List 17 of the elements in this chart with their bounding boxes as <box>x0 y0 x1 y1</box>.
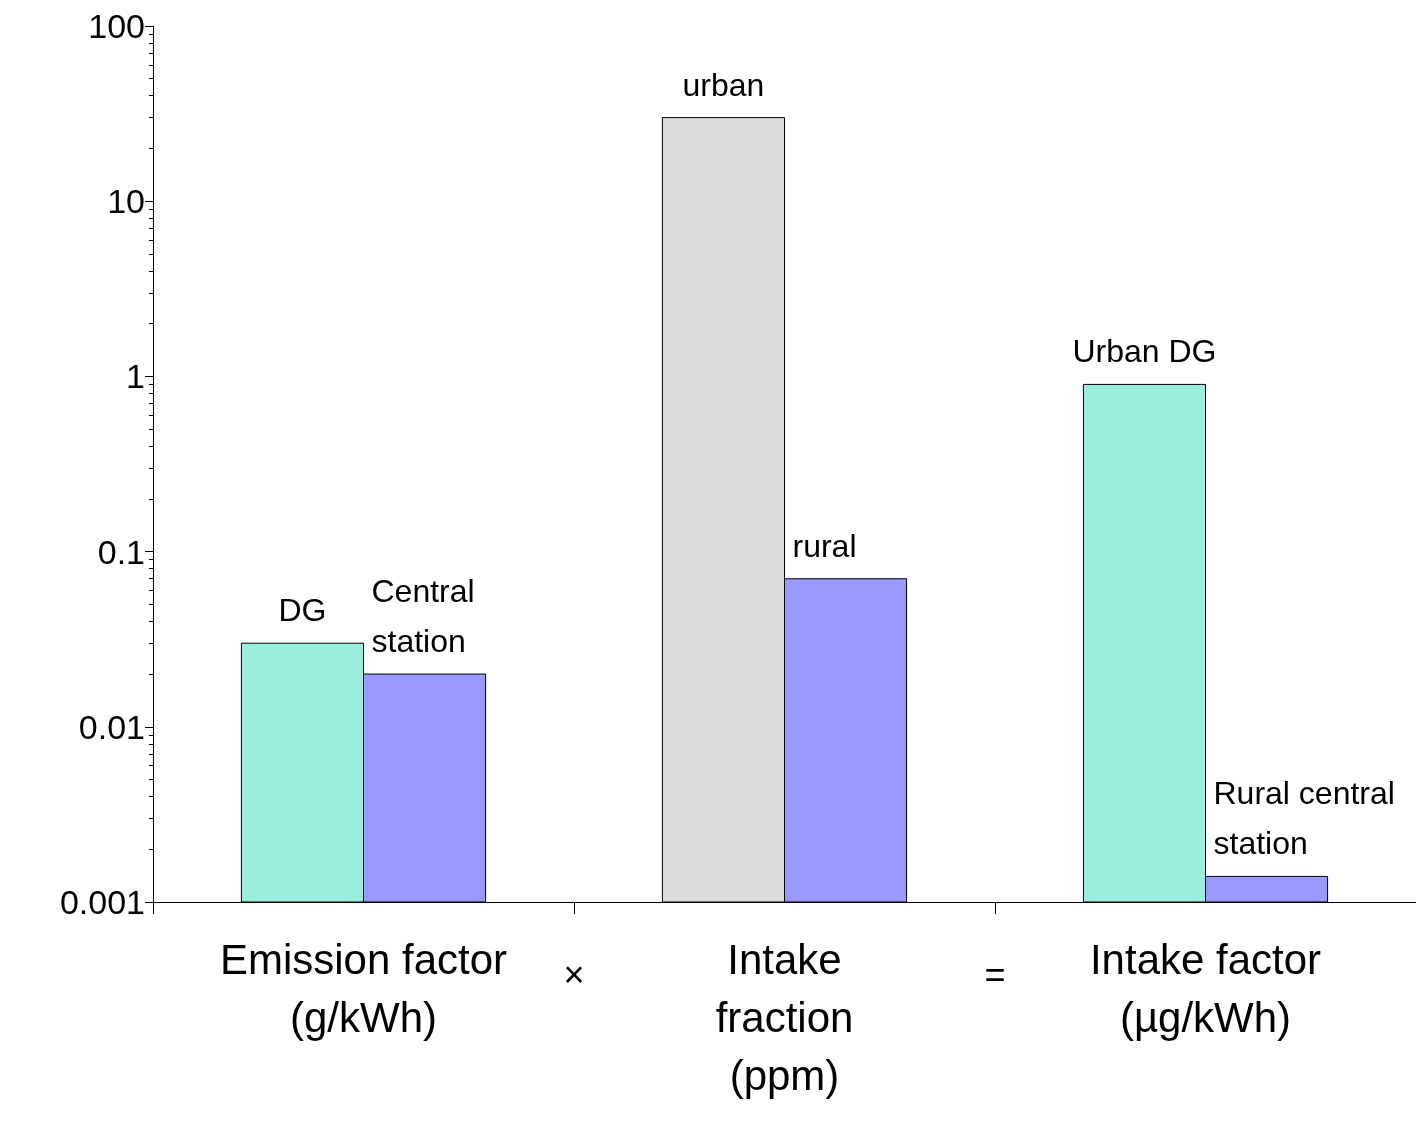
data-label: Rural central station <box>1213 775 1395 862</box>
x-tick-label: Intake factor (µg/kWh) <box>1089 935 1322 1041</box>
data-label: Central station <box>371 573 475 660</box>
y-tick-label: 0.01 <box>78 707 145 746</box>
y-tick-label: 0.1 <box>97 532 145 571</box>
data-label: urban <box>682 66 765 103</box>
y-tick-label: 0.001 <box>59 883 145 921</box>
data-label: DG <box>278 592 327 629</box>
data-label: rural <box>792 527 857 564</box>
data-label: Urban DG <box>1072 333 1217 370</box>
text: = <box>984 953 1006 995</box>
y-tick-label: 10 <box>107 182 145 221</box>
x-tick-label: Emission factor (g/kWh) <box>219 935 508 1041</box>
x-tick-label: Intake fraction (ppm) <box>715 935 854 1099</box>
y-tick-label: 1 <box>126 357 145 396</box>
y-tick-label: 100 <box>88 7 145 45</box>
text: × <box>563 953 585 995</box>
